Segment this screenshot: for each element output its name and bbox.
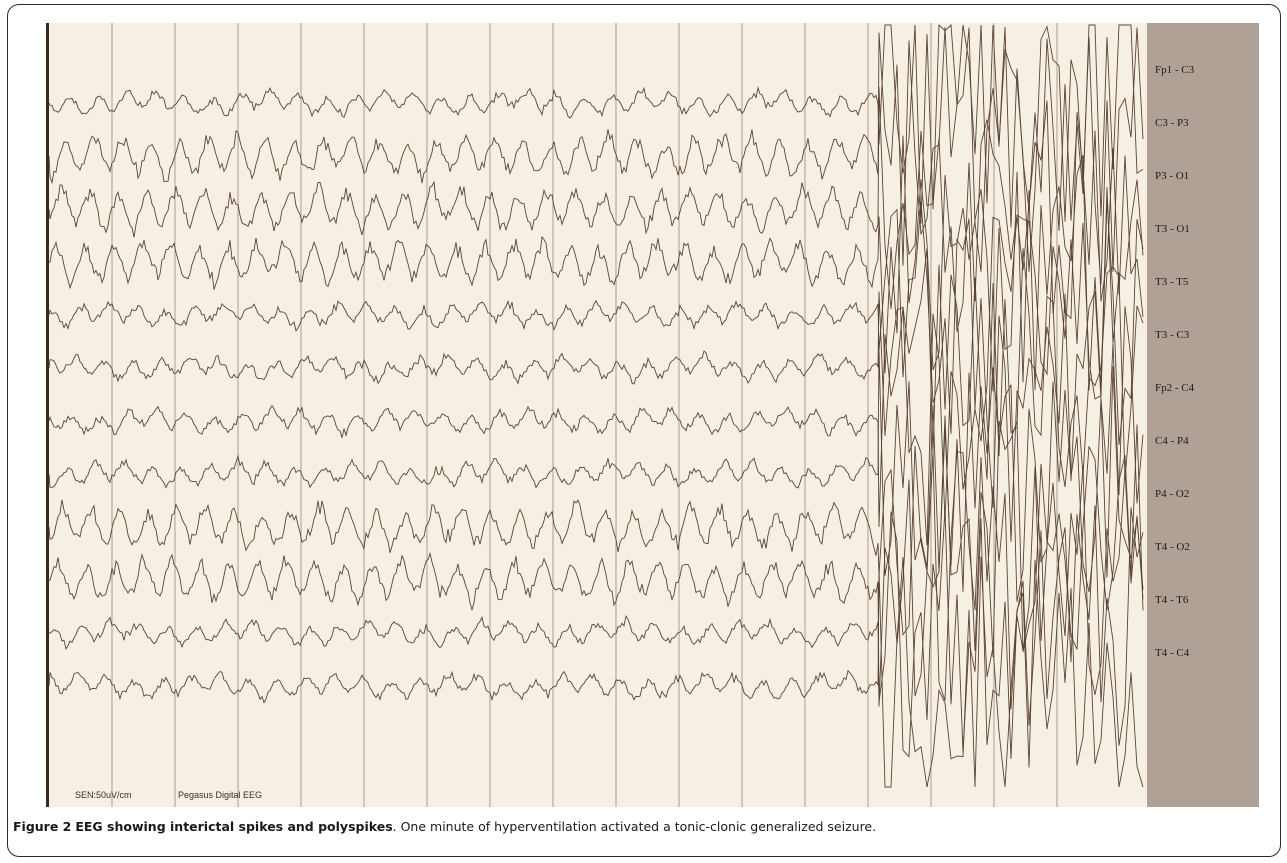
eeg-channel-trace bbox=[49, 451, 1144, 710]
eeg-channel-trace bbox=[49, 201, 1144, 445]
figure-caption-text: . One minute of hyperventilation activat… bbox=[392, 819, 877, 834]
channel-label: T4 - T6 bbox=[1155, 594, 1189, 606]
eeg-channel-trace bbox=[49, 23, 1144, 231]
channel-label: P4 - O2 bbox=[1155, 488, 1189, 500]
eeg-channel-trace bbox=[49, 86, 1144, 332]
eeg-channel-trace bbox=[49, 349, 1144, 602]
channel-label: Fp1 - C3 bbox=[1155, 64, 1195, 76]
channel-label: P3 - O1 bbox=[1155, 170, 1189, 182]
eeg-channel-trace bbox=[49, 415, 1144, 658]
channel-label: T4 - O2 bbox=[1155, 541, 1190, 553]
figure-frame: Fp1 - C3 C3 - P3 P3 - O1 T3 - O1 T3 - T5 T3 -… bbox=[7, 4, 1281, 857]
channel-label: T3 - O1 bbox=[1155, 223, 1190, 235]
device-label: Pegasus Digital EEG bbox=[178, 790, 263, 800]
channel-label: C4 - P4 bbox=[1155, 435, 1189, 447]
eeg-channel-trace bbox=[49, 505, 1144, 759]
sensitivity-label: SEN:50uV/cm bbox=[75, 790, 132, 800]
eeg-traces: Fp1 - C3 C3 - P3 P3 - O1 T3 - O1 T3 - T5 T3 -… bbox=[49, 23, 1259, 807]
eeg-channel-trace bbox=[49, 135, 1144, 392]
eeg-channel-trace bbox=[49, 248, 1144, 488]
channel-label: T4 - C4 bbox=[1155, 647, 1190, 659]
eeg-channel-trace bbox=[49, 556, 1144, 788]
figure-title: EEG showing interictal spikes and polysp… bbox=[75, 819, 393, 834]
eeg-trace-panel: Fp1 - C3 C3 - P3 P3 - O1 T3 - O1 T3 - T5 T3 -… bbox=[46, 23, 1259, 807]
figure-label: Figure 2 bbox=[13, 819, 72, 834]
eeg-channel-trace bbox=[49, 291, 1144, 546]
channel-label: T3 - T5 bbox=[1155, 276, 1189, 288]
channel-label: T3 - C3 bbox=[1155, 329, 1190, 341]
figure-caption: Figure 2 EEG showing interictal spikes a… bbox=[13, 819, 1275, 835]
channel-label-margin bbox=[1147, 23, 1259, 807]
channel-label: Fp2 - C4 bbox=[1155, 382, 1195, 394]
channel-label: C3 - P3 bbox=[1155, 117, 1189, 129]
eeg-channel-trace bbox=[49, 25, 1144, 285]
